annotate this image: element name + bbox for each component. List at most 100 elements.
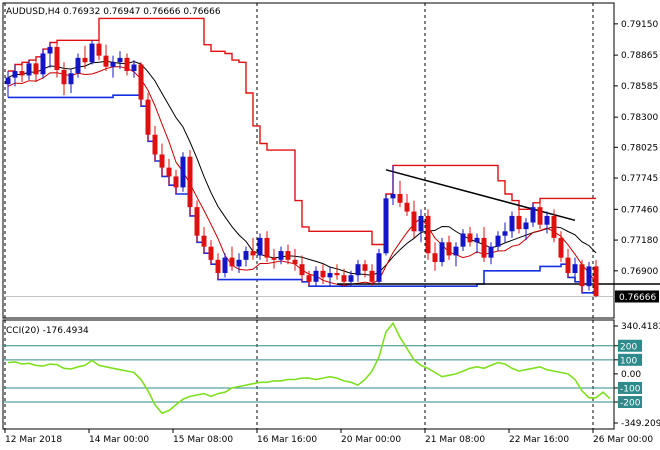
candle-body bbox=[313, 270, 319, 282]
candle-body bbox=[215, 259, 221, 273]
candle-body bbox=[208, 246, 214, 260]
candle-body bbox=[523, 222, 529, 230]
candle-body bbox=[278, 251, 284, 260]
current-price-box bbox=[615, 290, 659, 303]
candle-body bbox=[131, 64, 137, 72]
candle-body bbox=[173, 176, 179, 188]
moving-average-line bbox=[7, 60, 597, 276]
cci-level-box bbox=[618, 381, 642, 394]
cci-level-box bbox=[618, 353, 642, 366]
price-tick-label: 0.79150 bbox=[621, 20, 658, 30]
candle-body bbox=[369, 270, 375, 282]
time-tick-label: 20 Mar 00:00 bbox=[341, 435, 401, 445]
time-tick-label: 21 Mar 08:00 bbox=[425, 435, 485, 445]
candle-body bbox=[334, 273, 340, 276]
cci-title: CCI(20) -176.4934 bbox=[6, 326, 89, 336]
candle-body bbox=[222, 257, 228, 273]
candle-body bbox=[383, 198, 389, 254]
cci-level-box bbox=[618, 396, 642, 409]
candle-body bbox=[264, 237, 270, 258]
time-tick-label: 12 Mar 2018 bbox=[5, 435, 62, 445]
candle-body bbox=[439, 242, 445, 263]
candle-body bbox=[404, 202, 410, 212]
candle-body bbox=[19, 71, 25, 76]
time-tick-label: 15 Mar 08:00 bbox=[173, 435, 233, 445]
cci-panel-frame bbox=[2, 319, 615, 430]
price-tick-label: 0.77460 bbox=[621, 205, 658, 215]
cci-tick-label: -100 bbox=[620, 384, 641, 394]
candle-body bbox=[152, 134, 158, 155]
candle-body bbox=[390, 193, 396, 199]
candle-body bbox=[250, 251, 256, 256]
candle-body bbox=[502, 231, 508, 236]
candle-body bbox=[103, 55, 109, 67]
lower-band-line bbox=[8, 94, 597, 298]
candle-body bbox=[124, 57, 130, 72]
candle-body bbox=[33, 63, 39, 75]
candle-body bbox=[47, 46, 53, 54]
candle-body bbox=[138, 64, 144, 100]
price-tick-label: 0.77180 bbox=[621, 236, 658, 246]
current-price-label: 0.76666 bbox=[619, 293, 656, 303]
candle-body bbox=[537, 207, 543, 225]
candle-body bbox=[257, 237, 263, 256]
candle-body bbox=[572, 264, 578, 273]
cci-tick-label: -349.2097 bbox=[621, 419, 660, 429]
cci-tick-label: 340.4183 bbox=[621, 322, 660, 332]
cci-tick-label: 100 bbox=[620, 356, 637, 366]
price-tick-label: 0.78300 bbox=[621, 113, 658, 123]
candle-body bbox=[299, 264, 305, 276]
main-layer bbox=[3, 3, 660, 318]
candle-body bbox=[40, 53, 46, 75]
candle-body bbox=[551, 215, 557, 238]
cci-tick-label: 0.00 bbox=[621, 370, 641, 380]
candle-body bbox=[481, 237, 487, 258]
ohlc-readout: 0.76932 0.76947 0.76666 0.76666 bbox=[63, 7, 221, 17]
candle-body bbox=[418, 215, 424, 232]
candle-body bbox=[376, 253, 382, 282]
candle-body bbox=[516, 215, 522, 230]
candle-body bbox=[145, 99, 151, 135]
candle-body bbox=[180, 156, 186, 188]
candle-body bbox=[467, 233, 473, 243]
candle-body bbox=[187, 156, 193, 208]
chart-title: AUDUSD,H4 0.76932 0.76947 0.76666 0.7666… bbox=[6, 7, 221, 17]
candle-body bbox=[96, 43, 102, 56]
candle-body bbox=[61, 69, 67, 85]
candle-body bbox=[271, 257, 277, 260]
candle-body bbox=[453, 246, 459, 256]
candle-body bbox=[446, 242, 452, 256]
candle-body bbox=[236, 259, 242, 267]
candle-body bbox=[82, 57, 88, 63]
cci-level-box bbox=[618, 339, 642, 352]
candle-body bbox=[362, 264, 368, 271]
candle-body bbox=[243, 251, 249, 260]
axis-layer: 0.79150 0.78865 0.78585 0.78300 0.78025 0.777… bbox=[4, 20, 660, 445]
candle-body bbox=[26, 63, 32, 76]
candle-body bbox=[579, 264, 585, 287]
candle-body bbox=[89, 43, 95, 63]
candle-body bbox=[194, 207, 200, 236]
price-tick-label: 0.78865 bbox=[621, 51, 658, 61]
price-tick-label: 0.78585 bbox=[621, 82, 658, 92]
candle-body bbox=[348, 275, 354, 282]
time-tick-label: 14 Mar 00:00 bbox=[89, 435, 149, 445]
candle-body bbox=[425, 215, 431, 254]
candle-body bbox=[432, 253, 438, 263]
price-tick-label: 0.78025 bbox=[621, 143, 658, 153]
price-tick-label: 0.76900 bbox=[621, 267, 658, 277]
candle-body bbox=[5, 77, 11, 85]
candle-body bbox=[474, 237, 480, 243]
time-tick-label: 16 Mar 16:00 bbox=[257, 435, 317, 445]
candle-body bbox=[159, 154, 165, 168]
candle-body bbox=[54, 46, 60, 70]
candle-body bbox=[509, 215, 515, 232]
candle-body bbox=[586, 266, 592, 287]
candle-body bbox=[110, 62, 116, 67]
candle-body bbox=[117, 57, 123, 63]
candle-body bbox=[565, 257, 571, 273]
candle-body bbox=[488, 246, 494, 258]
candle-body bbox=[229, 257, 235, 267]
cci-layer bbox=[3, 320, 614, 429]
